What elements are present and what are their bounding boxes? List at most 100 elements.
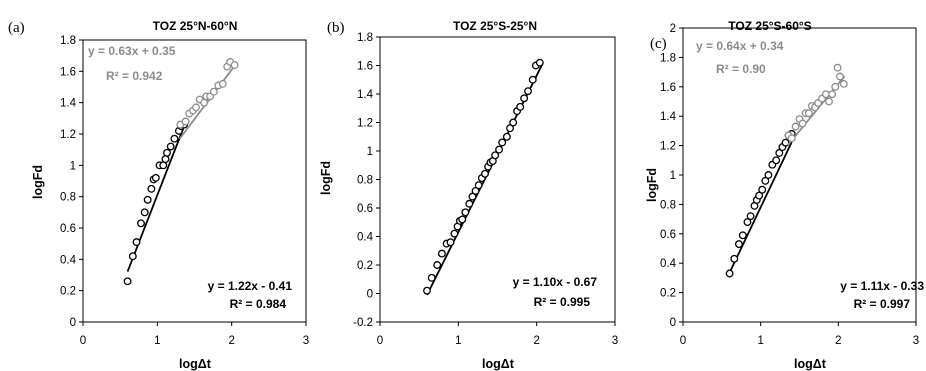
y-tick-label: 1 <box>70 160 76 172</box>
y-tick-label: 1 <box>367 146 373 158</box>
data-point <box>772 156 781 165</box>
data-point <box>495 145 504 154</box>
y-tick-label: 1.8 <box>60 35 76 47</box>
data-point <box>427 273 436 282</box>
x-tick-label: 3 <box>913 335 919 347</box>
data-point <box>491 151 500 160</box>
data-point <box>437 249 446 258</box>
data-point <box>474 181 483 190</box>
x-tick-label: 2 <box>228 335 234 347</box>
fit-line <box>126 125 185 272</box>
y-tick-label: 1.4 <box>660 111 677 123</box>
y-tick-label: 1.4 <box>60 98 77 110</box>
data-point <box>161 155 170 164</box>
y-tick-label: 1.6 <box>660 82 676 94</box>
data-point <box>535 58 544 67</box>
data-point <box>798 119 807 128</box>
x-tick-label: 2 <box>533 335 539 347</box>
fit-equation-lower: y = 1.22x - 0.41 <box>208 279 293 293</box>
y-tick-label: 0.4 <box>60 254 77 266</box>
y-axis-label: logFd <box>31 165 45 199</box>
chart-title: TOZ 25°S-25°N <box>453 19 537 33</box>
y-tick-label: -0.2 <box>353 317 373 329</box>
y-tick-label: 1 <box>670 170 676 182</box>
y-tick-label: 0 <box>70 317 76 329</box>
panel-a: (a) TOZ 25°N-60°N logΔt logFd y = 1.22x … <box>8 19 309 371</box>
panel-label: (b) <box>327 20 345 36</box>
data-point <box>520 94 529 103</box>
fit-r2-upper: R² = 0.90 <box>716 62 766 76</box>
data-point <box>804 109 813 118</box>
y-axis-label: logFd <box>645 168 659 202</box>
x-tick-label: 1 <box>455 335 461 347</box>
data-point <box>132 238 141 247</box>
data-point <box>230 61 239 70</box>
y-axis-label: logFd <box>319 161 333 195</box>
data-point <box>166 142 175 151</box>
x-tick-label: 0 <box>680 335 686 347</box>
fit-line <box>728 141 793 273</box>
data-point <box>828 90 837 99</box>
y-tick-label: 0 <box>367 289 373 301</box>
data-point <box>433 261 442 269</box>
data-point <box>833 63 842 72</box>
panel-label: (a) <box>8 20 25 36</box>
fit-r2: R² = 0.995 <box>534 295 591 309</box>
x-tick-label: 2 <box>835 335 841 347</box>
y-tick-label: 0.6 <box>60 223 76 235</box>
y-tick-label: 0.4 <box>357 232 374 244</box>
fit-r2-lower: R² = 0.997 <box>854 297 911 311</box>
x-tick-label: 1 <box>154 335 160 347</box>
data-point <box>481 169 489 178</box>
data-point <box>423 286 431 295</box>
data-point <box>734 240 743 249</box>
data-point <box>218 79 227 88</box>
data-point <box>163 148 171 157</box>
data-point <box>746 212 755 221</box>
data-point <box>839 79 848 88</box>
y-tick-label: 0.2 <box>60 286 76 298</box>
x-tick-label: 3 <box>612 335 618 347</box>
y-tick-label: 1.6 <box>60 66 76 78</box>
data-point <box>123 277 132 286</box>
data-point <box>465 199 474 208</box>
data-point <box>524 87 532 96</box>
data-point <box>140 208 149 217</box>
data-point <box>516 102 525 111</box>
data-point <box>761 176 770 185</box>
panel-c: (c) TOZ 25°S-60°S logΔt logFd y = 1.11x … <box>645 19 924 371</box>
y-tick-label: 0.8 <box>60 192 76 204</box>
data-point <box>758 185 767 194</box>
y-tick-label: 0.2 <box>660 288 676 300</box>
y-tick-label: 1.2 <box>660 141 676 153</box>
data-point <box>450 229 459 238</box>
data-point <box>192 103 200 112</box>
fit-equation-lower: y = 1.11x - 0.33 <box>840 279 924 293</box>
y-tick-label: 0.2 <box>357 260 373 272</box>
data-point <box>755 191 764 200</box>
data-point <box>528 75 537 84</box>
data-point <box>170 134 179 143</box>
data-point <box>825 97 833 106</box>
y-tick-label: 0.6 <box>660 229 676 241</box>
data-point <box>725 269 734 278</box>
data-point <box>128 252 137 261</box>
chart-title: TOZ 25°N-60°N <box>153 19 238 33</box>
data-point <box>743 218 752 226</box>
fit-r2-upper: R² = 0.942 <box>106 69 163 83</box>
data-point <box>791 122 800 131</box>
fit-equation-upper: y = 0.64x + 0.34 <box>696 39 784 53</box>
data-point <box>461 208 470 217</box>
panel-b: (b) TOZ 25°S-25°N logΔt logFd y = 1.10x … <box>319 19 618 371</box>
panel-label: (c) <box>650 36 667 52</box>
x-tick-label: 1 <box>757 335 763 347</box>
x-tick-label: 0 <box>80 335 86 347</box>
y-tick-label: 0.8 <box>660 199 676 211</box>
data-point <box>137 219 145 228</box>
data-point <box>502 132 511 141</box>
data-point <box>775 148 784 157</box>
data-point <box>787 134 796 143</box>
data-point <box>509 118 518 127</box>
data-point <box>147 184 156 193</box>
data-point <box>498 138 507 147</box>
